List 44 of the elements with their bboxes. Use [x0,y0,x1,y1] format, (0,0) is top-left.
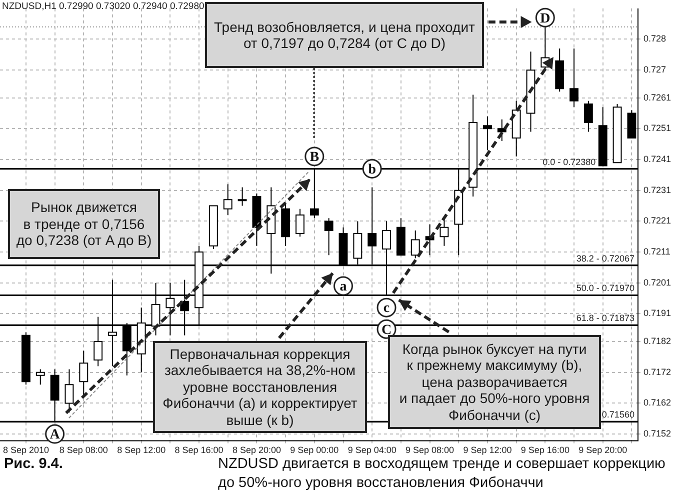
x-tick-label: 8 Sep 20:00 [232,445,281,456]
x-tick-label: 9 Sep 20:00 [578,445,628,456]
y-tick-label: 0.7211 [643,246,670,257]
y-tick-label: 0.7162 [643,398,672,408]
y-tick-label: 0.7251 [643,123,672,134]
y-tick-label: 0.7221 [643,216,672,226]
x-tick-label: 9 Sep 16:00 [520,445,570,456]
y-tick-label: 0.7241 [643,154,672,164]
annotation: b [368,162,376,178]
annotation: B [310,150,320,166]
x-tick-label: 8 Sep 08:00 [59,445,108,456]
y-tick-label: 0.7182 [643,336,672,346]
annotation: a [340,280,347,295]
y-tick-label: 0.728 [643,34,666,44]
chart-title: NZDUSD,H1 0.72990 0.73020 0.72940 0.72980 [2,1,204,12]
x-tick-label: 8 Sep 2010 [2,445,49,456]
text: Рис. 9.4. [4,455,64,474]
annotation: Тренд возобновляется, и цена проходит от 0,7197 до 0,7284 (от C до D) [205,2,484,68]
y-tick-label: 0.7201 [643,277,672,288]
annotation: Первоначальная коррекция захлебывается на 38,2%-ном уровне восстановления Фибоначчи (a) и корректирует выше (к b) [153,341,367,433]
annotation: 61.8 - 0.71873 [576,313,634,324]
x-tick-label: 9 Sep 08:00 [406,445,454,456]
annotation: C [381,322,392,338]
x-tick-label: 8 Sep 16:00 [174,445,224,456]
y-tick-label: 0.7261 [643,92,672,102]
x-tick-label: 9 Sep 12:00 [463,445,512,456]
annotation: Когда рынок буксует на пути к прежнему максимуму (b), цена разворачивается и падает до 50%-ного уровня Фибоначчи (c) [399,340,590,423]
annotation: 50.0 - 0.71970 [576,283,634,294]
annotation: Рынок движется в тренде от 0,7156 до 0,7238 (от A до B) [8,189,160,259]
annotation: 0.0 - 0.72380 [542,156,596,167]
annotation: 0.71560 [602,410,634,420]
annotation: A [50,428,61,443]
y-tick-label: 0.7231 [643,184,672,195]
annotation: D [540,11,550,26]
x-tick-label: 8 Sep 12:00 [117,445,166,456]
annotation: c [383,301,390,316]
text: NZDUSD двигается в восходящем тренде и совершает коррекцию до 50%-ного уровня восстановления Фибоначчи [218,455,666,493]
x-tick-label: 9 Sep 04:00 [348,445,396,456]
annotation: 38.2 - 0.72067 [576,253,634,264]
x-tick-label: 9 Sep 00:00 [290,445,339,456]
y-tick-label: 0.7152 [643,428,672,439]
y-tick-label: 0.727 [643,64,666,75]
y-tick-label: 0.7172 [643,366,672,377]
y-tick-label: 0.7191 [643,308,672,318]
